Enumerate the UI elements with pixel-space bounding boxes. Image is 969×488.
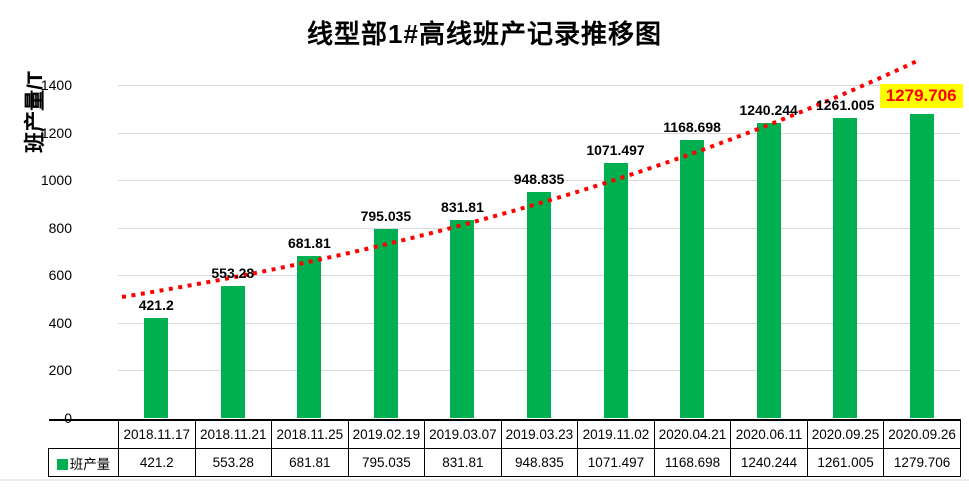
- table-values-row: 班产量 421.2 553.28 681.81 795.035 831.81 948.835…: [48, 448, 961, 477]
- bar: [833, 118, 858, 418]
- value-cell: 831.81: [424, 448, 502, 477]
- value-cell: 1168.698: [653, 448, 732, 477]
- date-cell: 2019.03.07: [424, 419, 502, 449]
- bar: [297, 255, 322, 418]
- y-axis-tick-label: 0: [64, 410, 72, 426]
- bar-value-label: 1261.005: [815, 97, 875, 114]
- spacer-cell: [48, 419, 119, 449]
- date-cell: 2018.11.17: [118, 419, 196, 449]
- value-cell: 1261.005: [806, 448, 885, 477]
- bar-value-label: 1071.497: [586, 142, 645, 159]
- y-axis-tick-label: 1400: [40, 77, 72, 93]
- bar: [756, 122, 781, 418]
- bar-value-label: 831.81: [441, 199, 484, 216]
- date-cell: 2018.11.21: [194, 419, 273, 449]
- table-dates-row: 2018.11.17 2018.11.21 2018.11.25 2019.02.19…: [48, 419, 961, 449]
- y-axis-tick-label: 800: [48, 219, 72, 236]
- value-cell: 1279.706: [883, 448, 961, 477]
- y-axis-tick-label: 400: [48, 314, 72, 331]
- bar-value-label: 1240.244: [739, 101, 798, 118]
- bar-value-label: 795.035: [360, 207, 412, 224]
- date-cell: 2019.11.02: [577, 419, 655, 449]
- y-axis-tick-label: 1000: [40, 172, 72, 189]
- series-color-swatch-icon: [56, 458, 68, 470]
- bar: [909, 113, 934, 418]
- date-cell: 2020.04.21: [653, 419, 732, 449]
- bar: [527, 192, 551, 418]
- highlighted-bar-value-label: 1279.706: [879, 83, 963, 108]
- value-cell: 948.835: [500, 448, 579, 477]
- bar: [603, 163, 628, 418]
- series-name-label: 班产量: [69, 456, 111, 472]
- bar-value-label: 553.28: [211, 265, 255, 282]
- bar: [373, 228, 398, 418]
- bar: [144, 317, 169, 418]
- y-axis-tick-label: 200: [48, 362, 72, 379]
- y-axis-tick-label: 600: [48, 267, 72, 284]
- chart-bottom-border: [0, 479, 969, 481]
- bar: [680, 140, 705, 418]
- value-cell: 1240.244: [730, 448, 808, 477]
- bar: [220, 286, 245, 418]
- date-cell: 2019.02.19: [347, 419, 426, 449]
- value-cell: 553.28: [194, 448, 273, 477]
- date-cell: 2020.06.11: [730, 419, 808, 449]
- bar-value-label: 421.2: [138, 296, 174, 313]
- y-axis-title: 班产量/T: [24, 71, 47, 153]
- date-cell: 2018.11.25: [271, 419, 349, 449]
- bar-value-label: 681.81: [287, 234, 331, 251]
- value-cell: 421.2: [118, 448, 196, 477]
- y-axis-tick-label: 1200: [40, 124, 72, 141]
- value-cell: 681.81: [271, 448, 349, 477]
- data-table: 2018.11.17 2018.11.21 2018.11.25 2019.02.19…: [48, 419, 961, 477]
- gridline: [118, 85, 960, 86]
- date-cell: 2020.09.25: [806, 419, 885, 449]
- date-cell: 2019.03.23: [500, 419, 579, 449]
- value-cell: 795.035: [347, 448, 426, 477]
- bar-value-label: 1168.698: [663, 119, 721, 136]
- date-cell: 2020.09.26: [883, 419, 961, 449]
- bar-value-label: 948.835: [513, 171, 565, 188]
- legend-cell: 班产量: [48, 448, 119, 477]
- chart-title: 线型部1#高线班产记录推移图: [307, 19, 662, 49]
- value-cell: 1071.497: [577, 448, 655, 477]
- bar: [450, 220, 475, 418]
